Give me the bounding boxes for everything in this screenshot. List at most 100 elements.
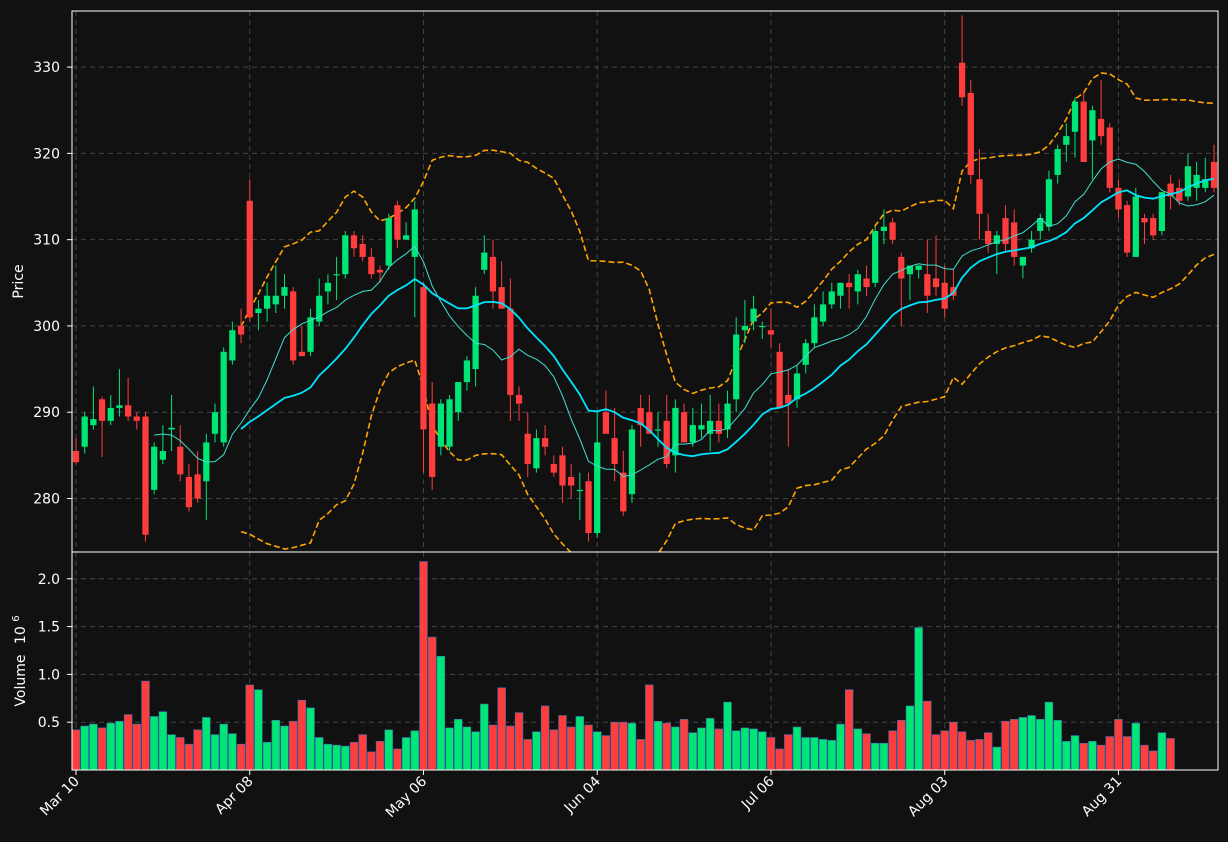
candle-body [1176,187,1183,201]
candle-body [767,330,775,335]
candle-body [880,226,888,232]
candle-body [932,278,940,288]
volume-bar [341,745,350,770]
volume-axis-label-text: Volume [13,655,29,707]
candle-body [785,394,792,404]
volume-bar [949,721,958,770]
volume-bar [184,743,194,770]
volume-bar [471,731,480,770]
volume-bar [705,718,715,770]
volume-tick-label: 0.5 [38,715,60,731]
candle-body [776,351,783,408]
candle-body [568,476,575,486]
candle-body [1158,192,1166,232]
volume-bar [870,742,880,770]
volume-bar [123,714,133,770]
volume-bar [1070,735,1080,770]
candle-body [1089,110,1096,141]
volume-bar [732,730,741,770]
volume-bar [540,705,550,770]
volume-bar [749,728,758,770]
candle-body [524,433,531,464]
volume-bar [1148,750,1158,770]
volume-bar [992,746,1002,770]
candle-body [1011,222,1018,257]
candle-body [646,412,653,434]
volume-bar [332,744,341,770]
candle-body [420,287,427,430]
candle-body [559,455,566,486]
volume-bar [662,722,671,770]
candle-body [941,282,948,309]
candle-body [1097,118,1105,137]
volume-bar [141,680,150,770]
candle-body [672,407,679,456]
volume-bar [176,737,185,770]
candle-body [1193,174,1200,188]
candle-body [281,287,288,296]
candle-body [489,256,497,292]
volume-bar [375,741,385,770]
price-tick-label: 320 [33,146,60,162]
candle-body [185,476,193,508]
volume-bar [506,725,515,770]
candle-body [689,425,696,443]
volume-panel: 0.5 1.0 1.5 2.0 Volume 10 6 [11,551,1219,771]
candle-body [1132,196,1139,257]
volume-bar [219,723,228,770]
candle-body [159,451,166,460]
volume-bar [792,726,802,770]
price-tick-label: 310 [33,233,60,249]
candle-body [663,420,670,464]
candle-body [1210,161,1218,188]
volume-bar [957,731,967,770]
candle-body [872,231,879,283]
candle-body [368,256,375,275]
volume-bar [202,717,211,770]
candle-body [958,62,966,98]
candle-body [411,209,418,257]
candle-body [1037,218,1044,232]
volume-bar [436,655,446,770]
price-tick-label: 300 [33,319,60,335]
volume-bar [454,719,463,770]
candle-body [793,373,801,400]
volume-bar [297,699,307,770]
volume-bar [627,722,637,770]
volume-bar [905,705,915,770]
volume-bar [262,741,272,770]
volume-bar [653,720,663,770]
volume-bar [410,730,420,770]
candle-body [316,295,323,322]
bollinger-bands [240,72,1215,552]
candle-body [220,351,227,443]
volume-axis-label: Volume 10 6 [11,615,29,706]
candle-body [863,278,870,288]
candle-body [515,394,523,404]
candle-body [376,269,384,273]
candle-body [429,403,436,477]
price-axis-label: Price [11,264,27,298]
volume-bar [1096,744,1106,770]
volume-bar [810,737,819,770]
candle-body [819,304,827,322]
bollinger-band-line [240,72,1215,395]
candle-body [272,295,279,305]
volume-bar [497,687,506,770]
volume-bar [115,720,124,770]
candle-body [116,405,123,408]
volume-bar [827,740,836,770]
candle-body [1141,218,1148,223]
volume-bar [193,729,202,770]
volume-bar [1114,719,1123,770]
volume-bar [636,739,645,770]
candle-body [263,295,271,309]
volume-bar [1001,720,1010,770]
volume-bar [1053,719,1062,770]
moving-averages [154,158,1215,478]
volume-bar [966,740,975,770]
candle-body [72,451,80,463]
candle-body [90,419,97,426]
